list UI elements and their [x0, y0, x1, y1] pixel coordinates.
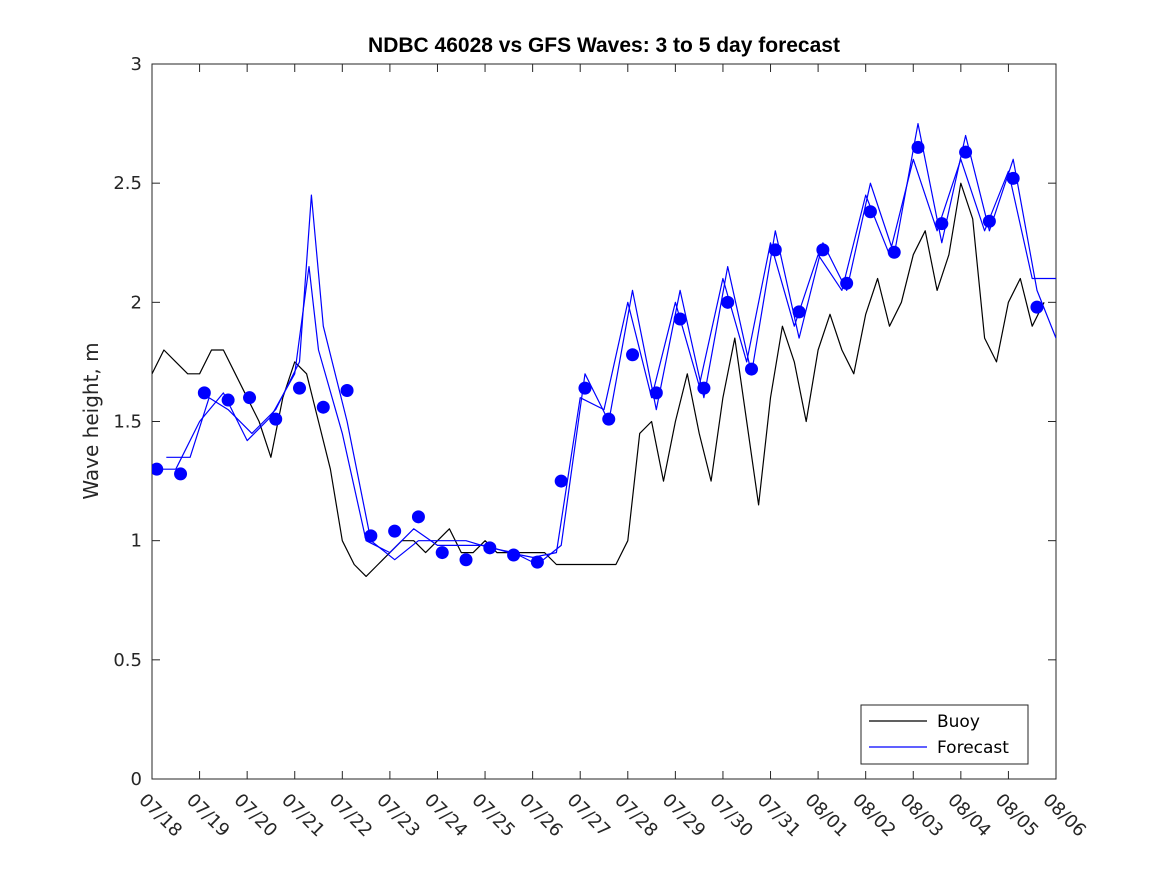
x-tick-label: 07/25: [468, 790, 520, 842]
chart-title: NDBC 46028 vs GFS Waves: 3 to 5 day fore…: [368, 34, 840, 57]
forecast-marker: [863, 205, 877, 219]
forecast-marker: [1030, 300, 1044, 314]
forecast-marker: [292, 381, 306, 395]
forecast-marker: [673, 312, 687, 326]
forecast-marker: [959, 145, 973, 159]
forecast-marker: [340, 384, 354, 398]
forecast-marker: [554, 474, 568, 488]
series-group: [152, 123, 1056, 577]
forecast-marker: [840, 276, 854, 290]
forecast-marker: [388, 524, 402, 538]
forecast-marker: [935, 217, 949, 231]
forecast-marker: [483, 541, 497, 555]
x-tick-label: 07/22: [325, 790, 377, 842]
forecast-line-2: [166, 123, 1056, 566]
y-tick-label: 0: [131, 769, 142, 790]
forecast-marker: [816, 243, 830, 257]
forecast-marker: [221, 393, 235, 407]
x-tick-label: 08/01: [801, 790, 853, 842]
x-tick-label: 07/30: [705, 790, 757, 842]
forecast-marker: [744, 362, 758, 376]
forecast-marker: [197, 386, 211, 400]
legend-label-buoy: Buoy: [937, 712, 980, 732]
plot-area: 00.511.522.5307/1807/1907/2007/2107/2207…: [113, 54, 1090, 841]
y-tick-label: 0.5: [113, 650, 142, 671]
y-tick-label: 2.5: [113, 173, 142, 194]
forecast-marker: [721, 295, 735, 309]
forecast-marker: [602, 412, 616, 426]
buoy-line-0: [152, 182, 1045, 577]
forecast-marker: [243, 391, 257, 405]
legend-label-forecast: Forecast: [937, 738, 1009, 758]
x-tick-label: 07/18: [134, 790, 186, 842]
forecast-marker: [435, 546, 449, 560]
x-tick-label: 08/06: [1038, 790, 1090, 842]
forecast-marker: [768, 243, 782, 257]
forecast-marker: [1006, 171, 1020, 185]
forecast-marker: [174, 467, 188, 481]
x-tick-label: 07/20: [230, 790, 282, 842]
y-tick-label: 1.5: [113, 412, 142, 433]
forecast-marker: [316, 400, 330, 414]
y-tick-label: 1: [131, 531, 142, 552]
forecast-marker: [911, 140, 925, 154]
forecast-marker: [792, 305, 806, 319]
x-tick-label: 07/29: [658, 790, 710, 842]
x-tick-label: 07/24: [420, 790, 472, 842]
forecast-marker: [152, 462, 164, 476]
x-tick-label: 07/23: [372, 790, 424, 842]
x-tick-label: 07/27: [563, 790, 615, 842]
x-tick-label: 07/28: [610, 790, 662, 842]
x-tick-label: 07/21: [277, 790, 329, 842]
y-axis-label: Wave height, m: [79, 342, 103, 499]
forecast-marker: [411, 510, 425, 524]
x-tick-label: 08/04: [943, 790, 995, 842]
forecast-marker: [530, 555, 544, 569]
legend-box: [860, 704, 1029, 765]
forecast-marker: [982, 214, 996, 228]
forecast-marker: [887, 245, 901, 259]
forecast-marker: [649, 386, 663, 400]
x-tick-label: 08/02: [848, 790, 900, 842]
forecast-marker: [459, 553, 473, 567]
forecast-marker: [269, 412, 283, 426]
forecast-marker: [697, 381, 711, 395]
x-tick-label: 08/05: [991, 790, 1043, 842]
x-tick-label: 07/31: [753, 790, 805, 842]
forecast-marker: [364, 529, 378, 543]
x-tick-label: 07/26: [515, 790, 567, 842]
forecast-marker: [578, 381, 592, 395]
y-tick-label: 2: [131, 292, 142, 313]
y-tick-label: 3: [131, 54, 142, 75]
forecast-line-1: [152, 158, 1056, 558]
forecast-marker: [626, 348, 640, 362]
forecast-marker: [507, 548, 521, 562]
x-tick-label: 08/03: [896, 790, 948, 842]
x-tick-label: 07/19: [182, 790, 234, 842]
